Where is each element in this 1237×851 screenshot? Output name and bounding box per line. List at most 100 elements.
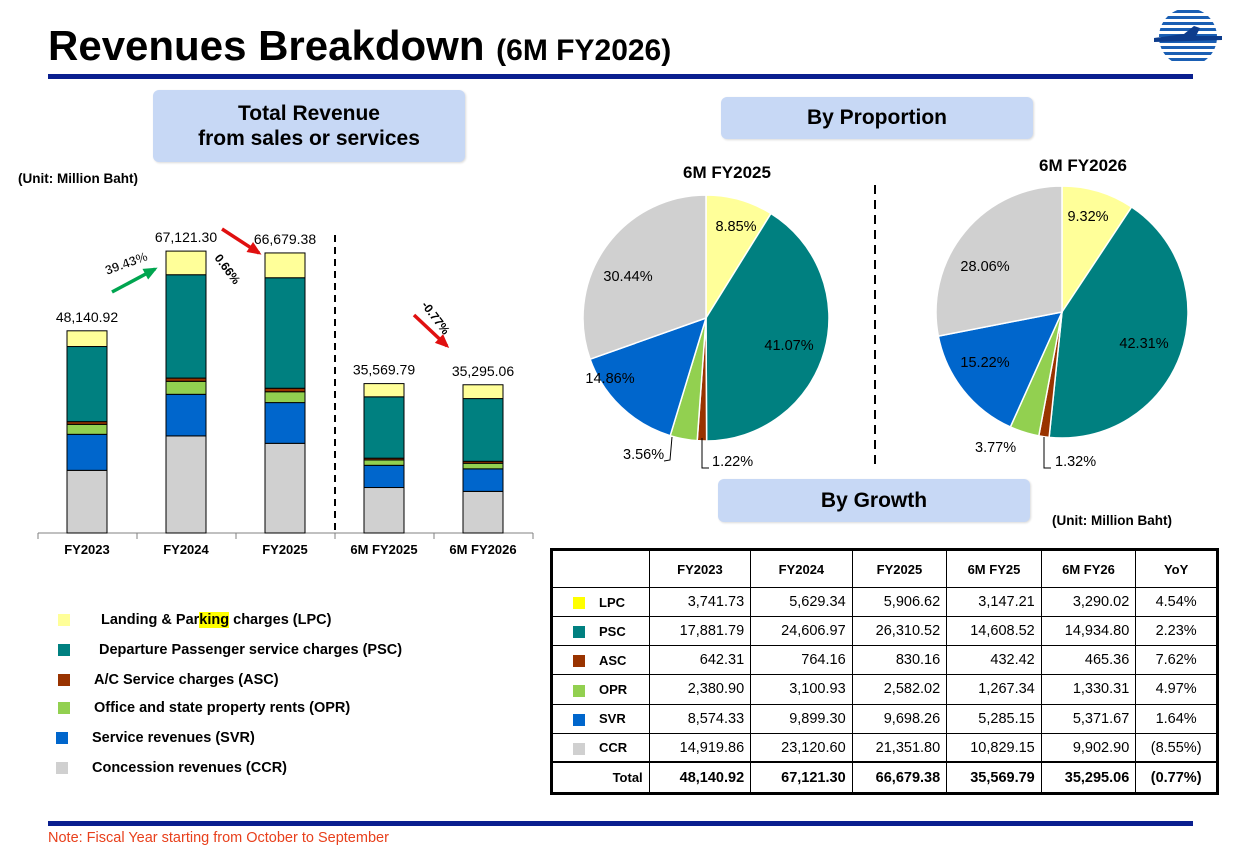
x-tick-label: 6M FY2026 (449, 542, 516, 557)
row-label-cell: CCR (551, 732, 650, 763)
bar-segment-opr (165, 380, 207, 395)
row-label: ASC (599, 652, 627, 668)
bar-total-label: 67,121.30 (155, 229, 217, 245)
bar-segment-svr (462, 468, 504, 492)
legend-item-psc: Departure Passenger service charges (PSC… (58, 642, 402, 662)
pie-callout-line (1043, 437, 1051, 469)
bar-segment-ccr (66, 469, 108, 534)
legend-swatch (58, 644, 70, 657)
table-row: Total 48,140.92 67,121.30 66,679.38 35,569.7… (551, 761, 1218, 795)
pie-slice-label: 28.06% (960, 259, 1009, 275)
legend-label: Concession revenues (CCR) (92, 760, 287, 776)
value-cell: 830.16 (851, 645, 948, 676)
legend-label-rest: charges (LPC) (229, 612, 332, 628)
legend-label: A/C Service charges (ASC) (94, 672, 279, 688)
value-cell: 66,679.38 (851, 761, 948, 795)
yoy-cell: (0.77%) (1135, 761, 1218, 795)
legend-swatch (58, 674, 70, 687)
yoy-cell: (8.55%) (1135, 732, 1218, 763)
value-cell: 9,899.30 (750, 703, 853, 734)
table-row: OPR 2,380.90 3,100.93 2,582.02 1,267.34 1,330… (551, 674, 1218, 705)
bar-segment-psc (66, 346, 108, 423)
total-revenue-title: Total Revenue from sales or services (153, 90, 465, 162)
value-cell: 17,881.79 (648, 616, 752, 647)
table-column-header (551, 549, 650, 588)
value-cell: 35,569.79 (946, 761, 1042, 795)
x-tick-label: FY2024 (163, 542, 209, 557)
value-cell: 67,121.30 (750, 761, 853, 795)
right-unit-label: (Unit: Million Baht) (1052, 513, 1172, 528)
bar-segment-opr (66, 423, 108, 435)
bar-segment-svr (264, 402, 306, 444)
table-header-row: FY2023 FY2024 FY2025 6M FY25 6M FY26 YoY (551, 549, 1218, 588)
bar-total-label: 35,569.79 (353, 362, 415, 378)
growth-arrow-down-icon (221, 227, 262, 255)
row-swatch (573, 626, 585, 639)
bar-segment-opr (462, 462, 504, 470)
growth-arrow-up-icon (111, 267, 158, 294)
legend-label: Office and state property rents (OPR) (94, 700, 351, 716)
legend-label: Service revenues (SVR) (92, 730, 255, 746)
bar-segment-opr (264, 391, 306, 404)
footer-rule (48, 821, 1193, 826)
bar-segment-lpc (462, 384, 504, 400)
header-rule (48, 74, 1193, 79)
title-main: Revenues Breakdown (48, 22, 485, 69)
table-row: ASC 642.31 764.16 830.16 432.42 465.36 7.62% (551, 645, 1218, 676)
value-cell: 5,371.67 (1040, 703, 1137, 734)
value-cell: 3,147.21 (946, 586, 1042, 618)
table-row: CCR 14,919.86 23,120.60 21,351.80 10,829.15 9… (551, 732, 1218, 763)
pie-slice-label: 30.44% (603, 269, 652, 285)
row-label-cell: SVR (551, 703, 650, 734)
row-label-cell: ASC (551, 645, 650, 676)
value-cell: 24,606.97 (750, 616, 853, 647)
bar-segment-svr (66, 433, 108, 471)
pie-slice-label: 41.07% (764, 338, 813, 354)
row-label: CCR (599, 740, 628, 756)
row-label: LPC (599, 594, 625, 610)
pie-title: 6M FY2025 (683, 163, 771, 182)
legend-item-opr: Office and state property rents (OPR) (58, 700, 350, 720)
value-cell: 2,582.02 (851, 674, 948, 705)
legend-item-ccr: Concession revenues (CCR) (56, 760, 287, 780)
value-cell: 1,267.34 (946, 674, 1042, 705)
bar-total-label: 66,679.38 (254, 231, 316, 247)
legend-swatch (56, 732, 68, 745)
value-cell: 9,698.26 (851, 703, 948, 734)
pie-slice-label: 15.22% (960, 355, 1009, 371)
yoy-cell: 1.64% (1135, 703, 1218, 734)
value-cell: 14,934.80 (1040, 616, 1137, 647)
bar-total-label: 48,140.92 (56, 309, 118, 325)
row-label: OPR (599, 681, 628, 697)
pie-slice-svr (937, 310, 1064, 428)
row-swatch (573, 597, 585, 610)
bar-segment-ccr (462, 490, 504, 534)
yoy-cell: 7.62% (1135, 645, 1218, 676)
by-growth-title-text: By Growth (820, 488, 928, 512)
pie-slice-psc (705, 212, 830, 442)
value-cell: 642.31 (648, 645, 752, 676)
pie-slice-ccr (935, 185, 1063, 337)
legend-label: Landing & Par (101, 612, 200, 628)
value-cell: 48,140.92 (648, 761, 752, 795)
value-cell: 21,351.80 (851, 732, 948, 763)
footnote: Note: Fiscal Year starting from October … (48, 830, 389, 846)
row-swatch (573, 684, 585, 697)
bar-segment-lpc (66, 330, 108, 348)
legend-item-asc: A/C Service charges (ASC) (58, 672, 279, 692)
row-swatch (573, 655, 585, 668)
bar-segment-svr (165, 393, 207, 437)
pie-slice-label: 1.32% (1055, 454, 1096, 470)
bar-segment-psc (363, 396, 405, 459)
table-column-header: 6M FY26 (1040, 549, 1137, 588)
pie-slice-label: 9.32% (1067, 209, 1108, 225)
value-cell: 9,902.90 (1040, 732, 1137, 763)
bar-segment-asc (264, 387, 306, 393)
pie-callout-line (663, 436, 673, 462)
row-label-cell: PSC (551, 616, 650, 647)
value-cell: 14,919.86 (648, 732, 752, 763)
pie-slice-label: 1.22% (712, 454, 753, 470)
table-column-header: FY2024 (750, 549, 853, 588)
value-cell: 14,608.52 (946, 616, 1042, 647)
pie-slice-label: 3.77% (975, 440, 1016, 456)
